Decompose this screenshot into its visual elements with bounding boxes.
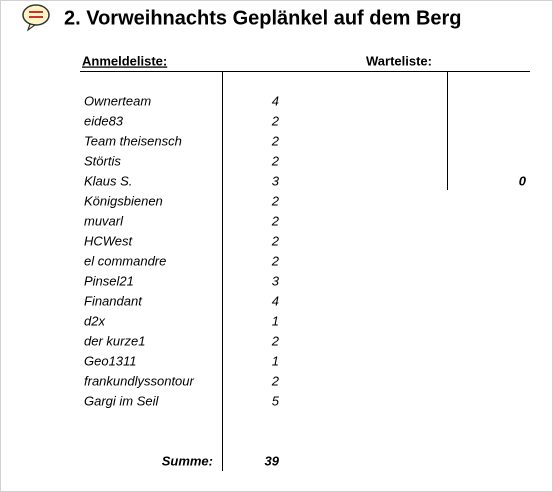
participant-count: 2 — [271, 193, 280, 208]
participant-name: eide83 — [84, 113, 124, 128]
participant-count: 4 — [272, 293, 279, 308]
waitlist-count: 0 — [519, 173, 527, 188]
participant-count: 2 — [271, 113, 280, 128]
participant-name: Ownerteam — [84, 93, 151, 108]
participant-name: der kurze1 — [84, 333, 145, 348]
participant-count: 3 — [272, 173, 280, 188]
participant-name: HCWest — [84, 233, 134, 248]
participant-name: Finandant — [84, 293, 143, 308]
participant-count: 3 — [272, 273, 280, 288]
sum-label: Summe: — [162, 453, 213, 468]
participant-count: 2 — [271, 233, 280, 248]
participant-count: 2 — [271, 373, 280, 388]
participant-count: 2 — [271, 153, 280, 168]
participant-name: el commandre — [84, 253, 166, 268]
participant-count: 2 — [271, 213, 280, 228]
participant-name: Gargi im Seil — [84, 393, 160, 408]
participant-count: 2 — [271, 133, 280, 148]
participant-name: Geo1311 — [84, 353, 137, 368]
participant-count: 1 — [272, 353, 279, 368]
participant-name: frankundlyssontour — [84, 373, 195, 388]
participant-count: 2 — [271, 253, 280, 268]
participant-name: Team theisensch — [84, 133, 182, 148]
participant-name: Klaus S. — [84, 173, 132, 188]
participant-name: Störtis — [84, 153, 121, 168]
page-title: 2. Vorweihnachts Geplänkel auf dem Berg — [64, 7, 462, 29]
list-heading: Anmeldeliste: — [82, 53, 167, 68]
participant-name: Königsbienen — [84, 193, 163, 208]
participant-count: 5 — [272, 393, 280, 408]
participant-name: muvarl — [84, 213, 124, 228]
participant-count: 2 — [271, 333, 280, 348]
list-heading: Warteliste: — [366, 53, 432, 68]
participant-name: d2x — [84, 313, 105, 328]
participant-count: 1 — [272, 313, 279, 328]
sum-value: 39 — [265, 453, 280, 468]
comment-icon — [22, 4, 50, 32]
participant-name: Pinsel21 — [84, 273, 134, 288]
participant-count: 4 — [272, 93, 279, 108]
